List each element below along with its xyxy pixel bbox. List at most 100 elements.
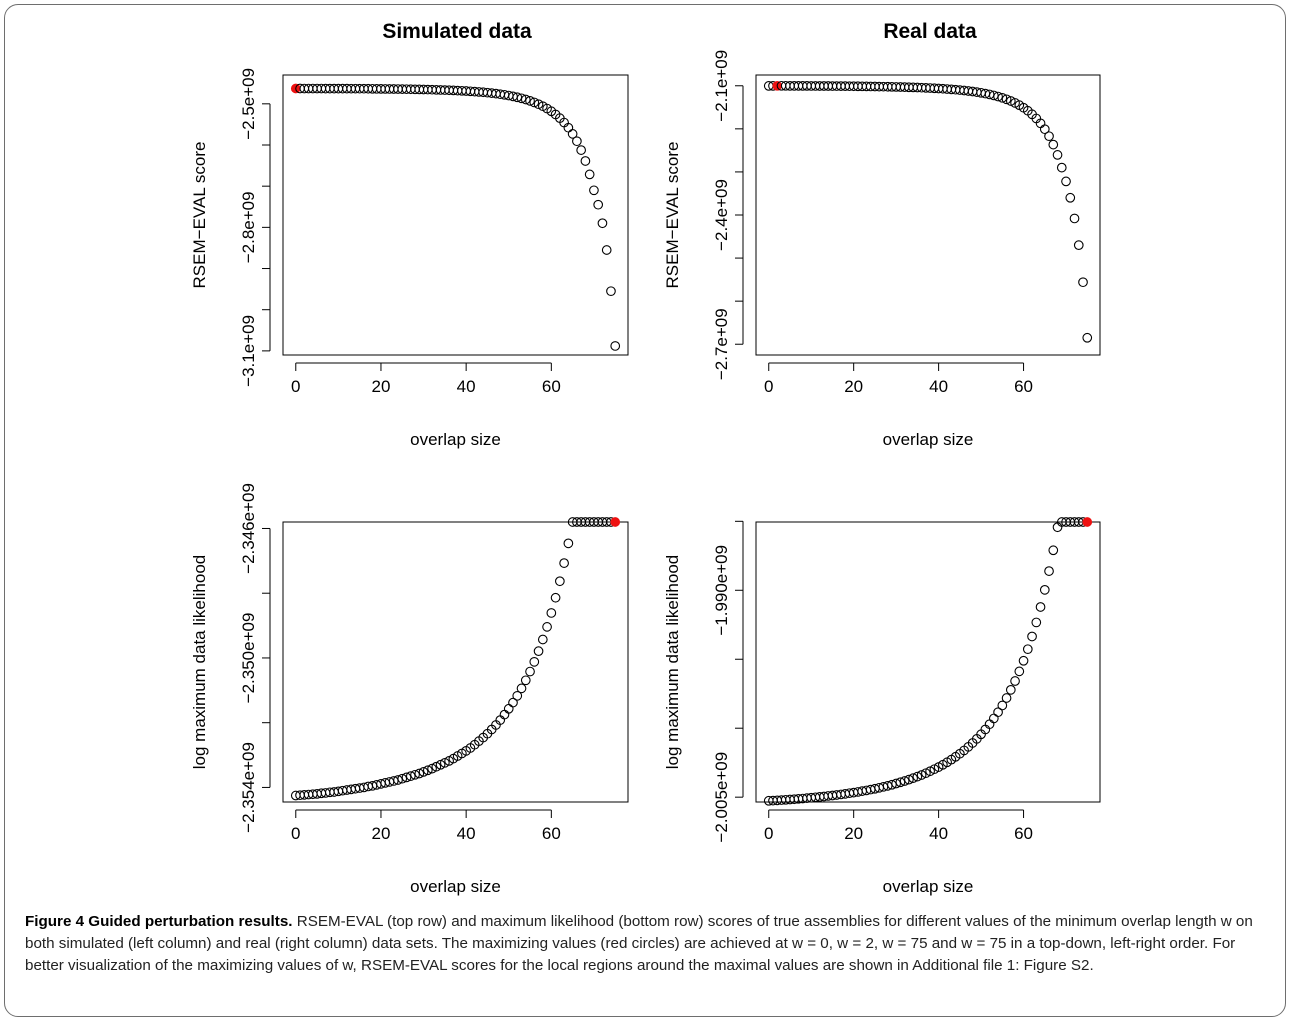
data-point [908, 773, 918, 783]
data-point [525, 96, 535, 106]
data-point [576, 145, 586, 155]
data-point [1035, 602, 1046, 612]
x-tick-label: 60 [542, 377, 561, 396]
data-point [580, 156, 591, 166]
figure-frame [4, 4, 1286, 1017]
x-tick-label: 60 [542, 824, 561, 843]
data-point [1039, 585, 1050, 595]
data-point [516, 683, 527, 694]
data-point [1052, 150, 1063, 160]
data-point [1018, 655, 1029, 666]
data-point [1048, 545, 1059, 556]
y-tick-label: −2.5e+09 [239, 68, 258, 140]
data-point [1056, 162, 1067, 173]
x-tick-label: 40 [929, 824, 948, 843]
data-point [516, 93, 527, 104]
data-point [1022, 644, 1033, 655]
data-point [1001, 94, 1012, 105]
x-tick-label: 40 [929, 377, 948, 396]
data-point [597, 218, 608, 229]
data-point [431, 761, 442, 772]
data-point [414, 768, 425, 779]
data-point [555, 576, 565, 587]
data-point [589, 185, 599, 196]
data-point [546, 608, 557, 618]
y-axis-label: RSEM−EVAL score [663, 142, 682, 289]
figure-caption: Figure 4 Guided perturbation results. RS… [25, 911, 1265, 977]
data-point [393, 775, 403, 785]
data-point [895, 777, 906, 788]
data-point [410, 769, 420, 780]
data-point [899, 776, 910, 786]
caption-text: RSEM-EVAL (top row) and maximum likeliho… [25, 913, 1253, 974]
x-axis-label: overlap size [410, 430, 501, 449]
x-tick-label: 40 [457, 824, 476, 843]
plot-panel-1: 0 20 40 60 overlap size −3.1e+09 −2.8e+09 −2.5e… [190, 68, 629, 449]
data-point [499, 709, 510, 720]
data-point [440, 757, 450, 768]
data-point [503, 703, 514, 714]
y-tick-label: −2.7e+09 [712, 308, 731, 380]
data-point [525, 666, 535, 677]
data-point [401, 772, 412, 783]
data-point [993, 707, 1003, 718]
data-point [542, 622, 552, 632]
data-point [1044, 131, 1054, 142]
data-point [1065, 192, 1076, 203]
data-point [1073, 240, 1084, 251]
data-point [1044, 566, 1054, 576]
data-point [1048, 139, 1059, 150]
data-point [405, 771, 416, 781]
data-point [584, 169, 595, 180]
data-point [606, 286, 616, 297]
x-tick-label: 40 [457, 377, 476, 396]
data-point [891, 778, 901, 789]
data-point [1031, 617, 1042, 628]
data-point [1014, 666, 1025, 677]
data-point [1061, 176, 1071, 187]
data-point [520, 675, 531, 686]
plot-panel-4: 0 20 40 60 overlap size −2.005e+09 −1.990e+09 l… [663, 517, 1101, 896]
data-point [997, 700, 1008, 711]
data-point [397, 773, 408, 784]
data-point [512, 690, 523, 701]
y-tick-label: −3.1e+09 [239, 315, 258, 387]
plot-panel-3: 0 20 40 60 overlap size −2.354e+09 −2.350e+09 −… [190, 483, 629, 896]
y-tick-label: −2.1e+09 [712, 50, 731, 122]
data-point [916, 770, 927, 780]
data-point [610, 341, 621, 351]
data-point [537, 634, 548, 645]
y-tick-label: −2.354e+09 [239, 742, 258, 833]
x-axis-label: overlap size [883, 430, 974, 449]
column-title-real: Real data [883, 20, 977, 43]
data-point [912, 771, 923, 782]
plot-box [755, 74, 1101, 356]
data-point [601, 245, 612, 255]
x-tick-label: 20 [844, 824, 863, 843]
data-point [559, 558, 569, 568]
data-point [1039, 124, 1050, 135]
data-point [593, 199, 604, 210]
y-axis-label: RSEM−EVAL score [190, 142, 209, 289]
y-tick-label: −1.990e+09 [712, 545, 731, 636]
data-point [904, 774, 914, 785]
x-tick-label: 60 [1014, 824, 1033, 843]
data-point [567, 129, 578, 139]
data-point [529, 656, 540, 667]
y-tick-label: −2.346e+09 [239, 483, 258, 574]
data-point [418, 767, 429, 777]
column-title-simulated: Simulated data [382, 20, 532, 43]
caption-label: Figure 4 Guided perturbation results. [25, 913, 293, 930]
x-axis-label: overlap size [883, 877, 974, 896]
data-point [997, 92, 1008, 103]
x-tick-label: 0 [764, 824, 773, 843]
data-point [563, 538, 574, 549]
x-tick-label: 20 [372, 377, 391, 396]
x-tick-label: 0 [291, 824, 300, 843]
data-point [1005, 96, 1016, 106]
y-tick-label: −2.4e+09 [712, 179, 731, 251]
x-tick-label: 0 [764, 377, 773, 396]
data-point [520, 94, 531, 105]
data-point [1010, 676, 1020, 686]
data-point [1005, 685, 1016, 695]
